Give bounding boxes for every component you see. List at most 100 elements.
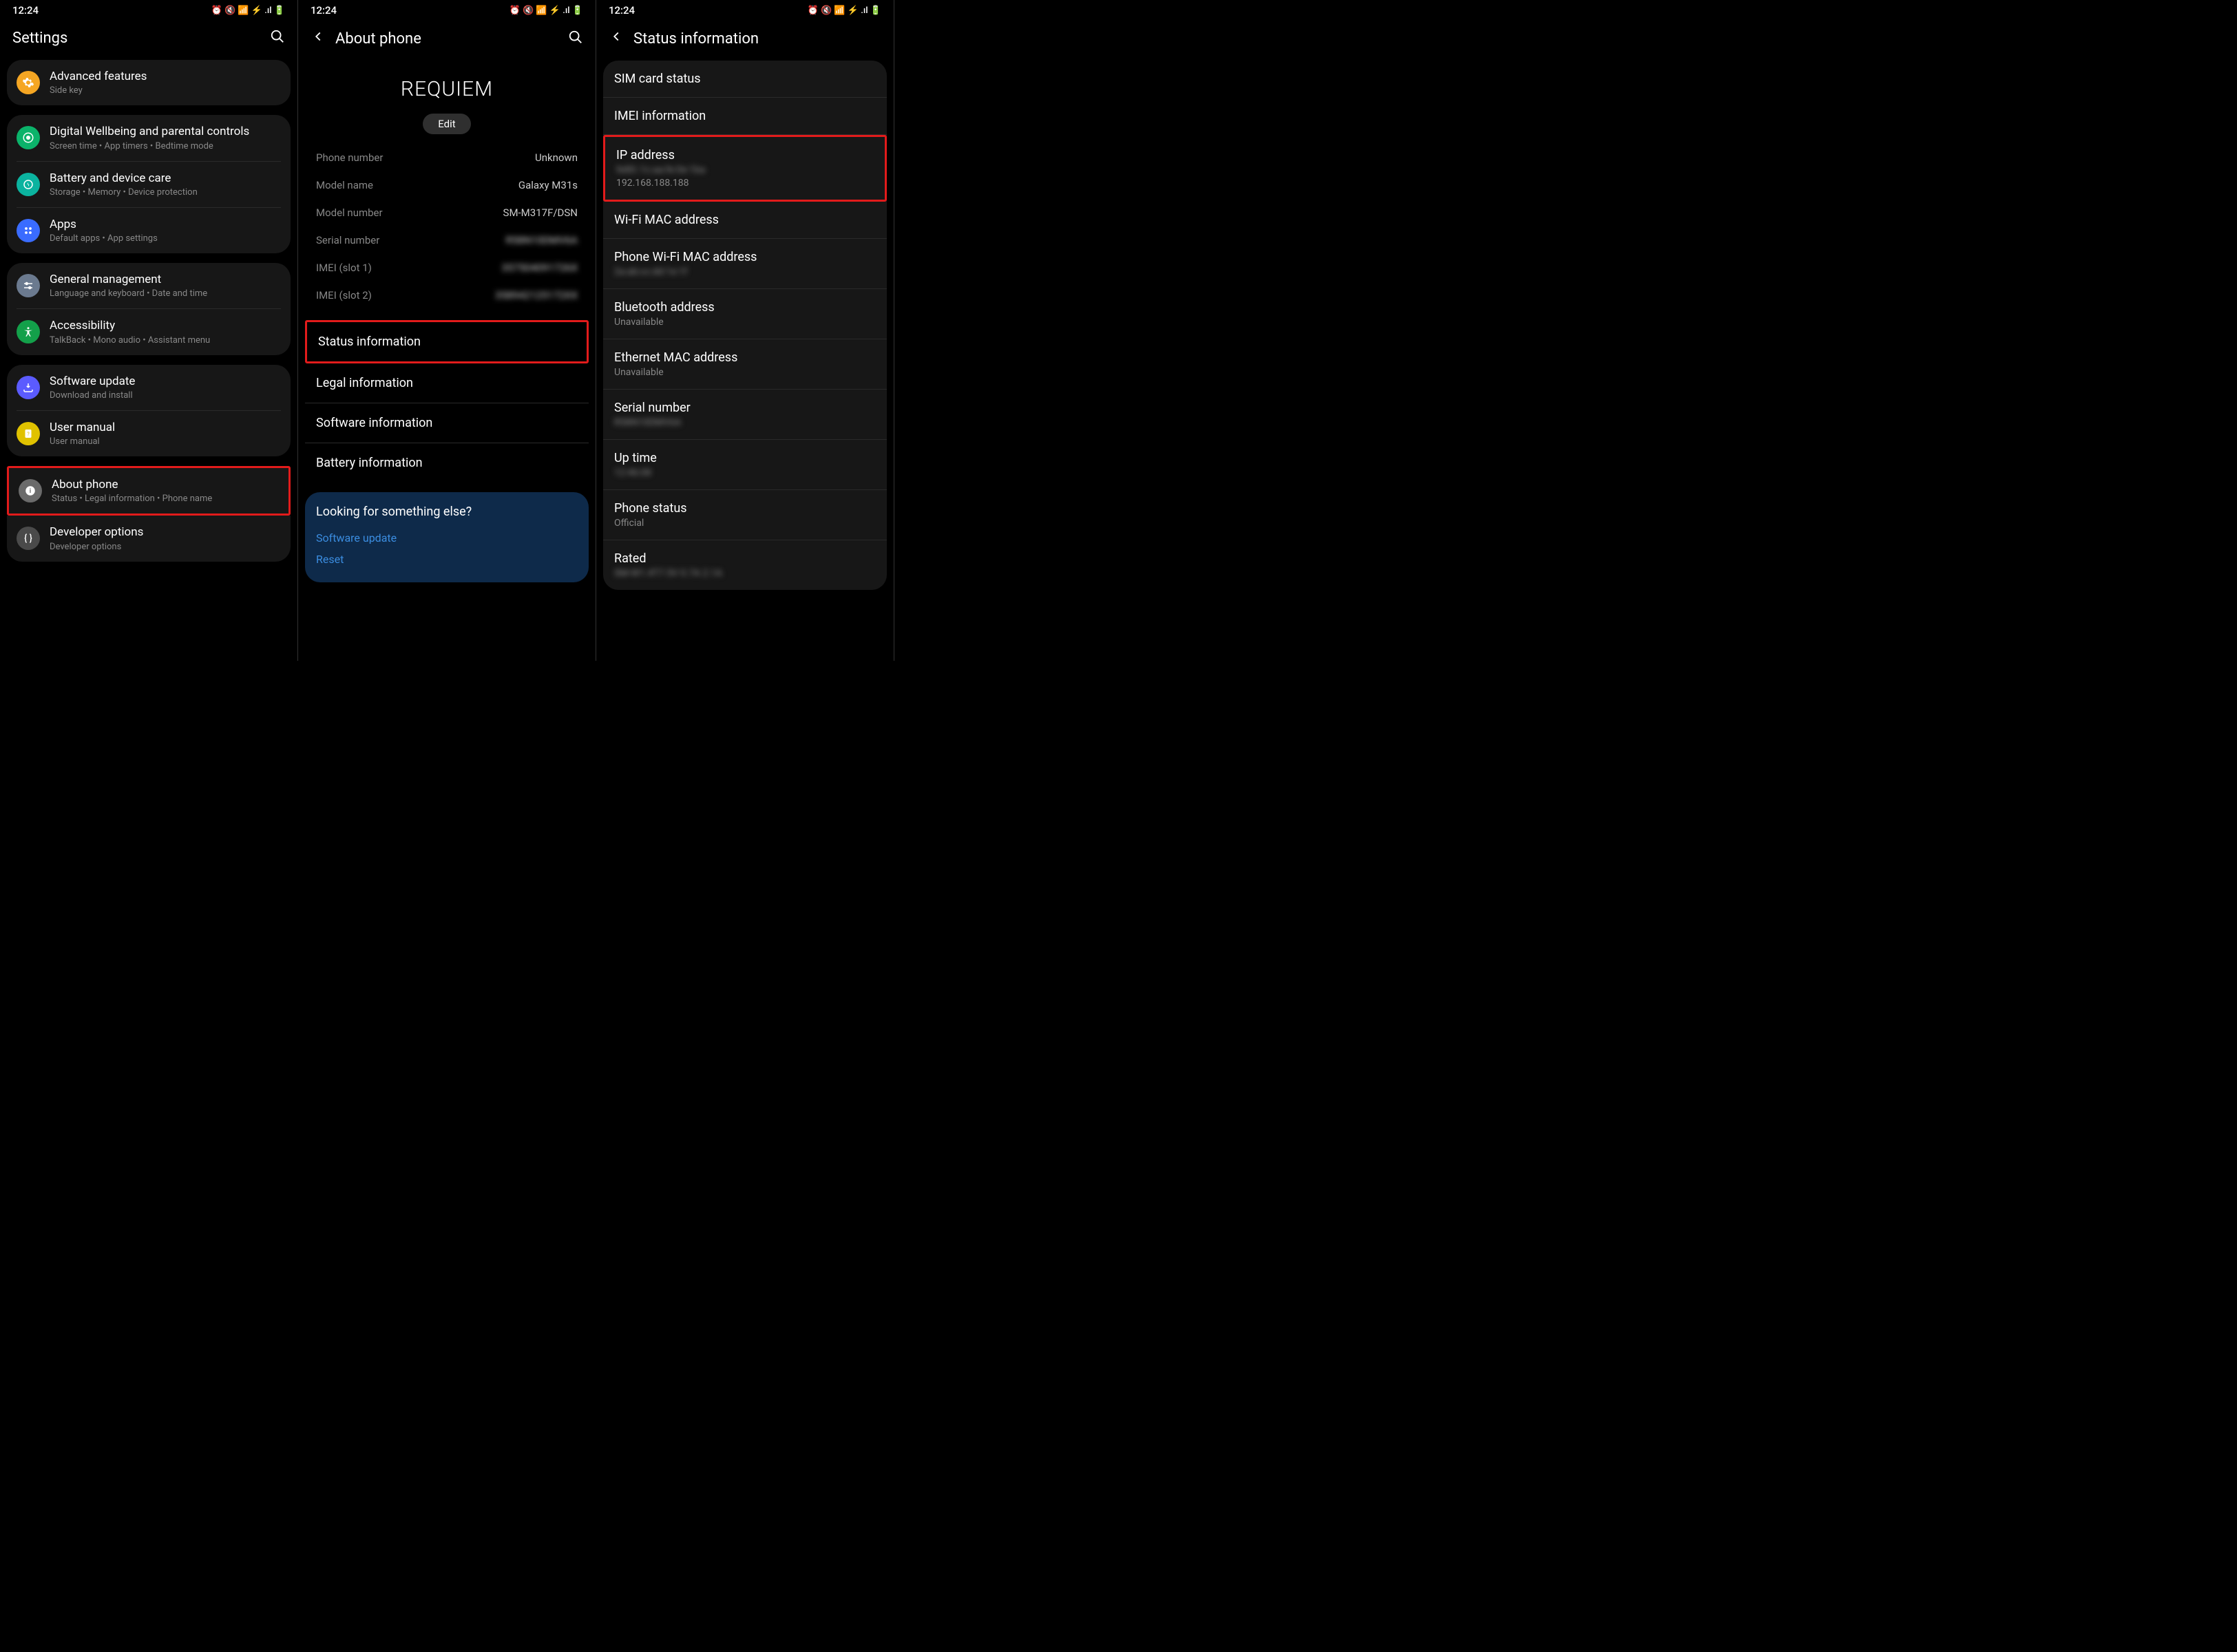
status-sub: Unavailable <box>614 367 876 378</box>
highlight-about-phone: iAbout phoneStatus • Legal information •… <box>7 466 291 516</box>
status-row-phone-wi-fi-mac-address[interactable]: Phone Wi-Fi MAC address2a:ab:cc:dd:1e:1f <box>603 239 887 289</box>
status-title: Wi-Fi MAC address <box>614 213 876 227</box>
setting-item-software-update[interactable]: Software updateDownload and install <box>7 365 291 410</box>
back-icon[interactable] <box>311 29 326 48</box>
nav-row-legal-information[interactable]: Legal information <box>305 363 589 403</box>
nav-home-icon[interactable] <box>426 633 468 651</box>
nav-row-software-information[interactable]: Software information <box>305 403 589 443</box>
setting-sub: TalkBack • Mono audio • Assistant menu <box>50 335 281 346</box>
info-row-serial-number: Serial number R58N10DMV6A <box>305 226 589 254</box>
settings-content: Advanced featuresSide key Digital Wellbei… <box>0 60 297 622</box>
nav-recent-icon[interactable] <box>823 632 865 652</box>
nav-label: Battery information <box>316 456 423 470</box>
status-title: Serial number <box>614 401 876 415</box>
nav-row-battery-information[interactable]: Battery information <box>305 443 589 483</box>
setting-sub: Storage • Memory • Device protection <box>50 187 281 198</box>
setting-item-digital-wellbeing-and-parental-controls[interactable]: Digital Wellbeing and parental controlsS… <box>7 115 291 160</box>
setting-item-user-manual[interactable]: ?User manualUser manual <box>17 410 281 456</box>
clock: 12:24 <box>609 4 635 17</box>
info-key: IMEI (slot 2) <box>316 289 372 301</box>
setting-item-battery-and-device-care[interactable]: Battery and device careStorage • Memory … <box>17 161 281 207</box>
status-row-rated[interactable]: Rated SM-W1.4T7.5V 0.7A 2.1A <box>603 540 887 590</box>
status-title: Up time <box>614 451 876 465</box>
setting-title: Battery and device care <box>50 171 281 186</box>
info-row-phone-number: Phone numberUnknown <box>305 144 589 171</box>
status-sub: fe80::1c:aa:fe:0e:1ba <box>616 165 874 176</box>
status-row-ethernet-mac-address[interactable]: Ethernet MAC address Unavailable <box>603 339 887 390</box>
nav-recent-icon[interactable] <box>227 632 269 652</box>
settings-group: Developer optionsDeveloper options <box>7 516 291 561</box>
wellbeing-icon <box>17 126 40 149</box>
setting-title: Developer options <box>50 525 281 540</box>
nav-back-icon[interactable] <box>29 632 70 652</box>
status-title: Rated <box>614 551 876 566</box>
search-icon[interactable] <box>270 29 285 47</box>
titlebar: Settings <box>0 21 297 60</box>
setting-item-accessibility[interactable]: AccessibilityTalkBack • Mono audio • Ass… <box>17 308 281 354</box>
status-bar: 12:24 ⏰ 🔇 📶 ⚡ .ıl 🔋 <box>298 0 596 21</box>
info-value: 358942125172XX <box>495 289 578 301</box>
settings-group: Software updateDownload and install? User… <box>7 365 291 457</box>
highlight-ip-address: IP addressfe80::1c:aa:fe:0e:1ba192.168.1… <box>603 135 887 202</box>
info-key: Serial number <box>316 234 379 246</box>
banner-link-software-update[interactable]: Software update <box>316 527 578 549</box>
about-nav: Status information Legal information Softw… <box>305 320 589 483</box>
setting-item-developer-options[interactable]: Developer optionsDeveloper options <box>7 516 291 561</box>
info-icon: i <box>19 479 42 502</box>
setting-title: Advanced features <box>50 70 281 84</box>
setting-sub: Download and install <box>50 390 281 401</box>
setting-item-general-management[interactable]: General managementLanguage and keyboard … <box>7 263 291 308</box>
back-icon[interactable] <box>609 29 624 48</box>
setting-item-about-phone[interactable]: iAbout phoneStatus • Legal information •… <box>9 468 288 513</box>
setting-item-apps[interactable]: AppsDefault apps • App settings <box>17 207 281 253</box>
status-title: Ethernet MAC address <box>614 350 876 365</box>
sliders-icon <box>17 274 40 297</box>
status-icons: ⏰ 🔇 📶 ⚡ .ıl 🔋 <box>211 6 285 16</box>
status-row-up-time[interactable]: Up time 12:46:08 <box>603 440 887 490</box>
setting-item-advanced-features[interactable]: Advanced featuresSide key <box>7 60 291 105</box>
nav-home-icon[interactable] <box>128 633 169 651</box>
edit-button[interactable]: Edit <box>423 114 470 134</box>
status-bar: 12:24 ⏰ 🔇 📶 ⚡ .ıl 🔋 <box>0 0 297 21</box>
status-list: SIM card statusIMEI informationIP addres… <box>603 61 887 590</box>
status-row-wi-fi-mac-address[interactable]: Wi-Fi MAC address <box>603 202 887 239</box>
device-info-list: Phone numberUnknownModel nameGalaxy M31s… <box>305 144 589 309</box>
info-value: SM-M317F/DSN <box>503 206 578 219</box>
settings-group: General managementLanguage and keyboard … <box>7 263 291 355</box>
update-icon <box>17 376 40 399</box>
status-row-serial-number[interactable]: Serial numberR58N10DMV6A <box>603 390 887 440</box>
banner-link-reset[interactable]: Reset <box>316 549 578 570</box>
info-key: Model name <box>316 179 373 191</box>
status-sub: 12:46:08 <box>614 467 876 478</box>
info-value: R58N10DMV6A <box>506 234 578 246</box>
nav-home-icon[interactable] <box>724 633 766 651</box>
status-sub: SM-W1.4T7.5V 0.7A 2.1A <box>614 568 876 579</box>
clock: 12:24 <box>311 4 337 17</box>
status-bar: 12:24 ⏰ 🔇 📶 ⚡ .ıl 🔋 <box>596 0 894 21</box>
status-row-ip-address[interactable]: IP addressfe80::1c:aa:fe:0e:1ba192.168.1… <box>605 137 885 200</box>
nav-back-icon[interactable] <box>625 632 666 652</box>
setting-sub: Status • Legal information • Phone name <box>52 494 279 504</box>
search-icon[interactable] <box>568 30 583 48</box>
setting-title: User manual <box>50 421 281 435</box>
nav-back-icon[interactable] <box>327 632 368 652</box>
nav-recent-icon[interactable] <box>525 632 567 652</box>
nav-label: Legal information <box>316 376 413 390</box>
status-row-bluetooth-address[interactable]: Bluetooth address Unavailable <box>603 289 887 339</box>
nav-label: Software information <box>316 416 432 430</box>
banner-question: Looking for something else? <box>316 505 578 519</box>
status-row-sim-card-status[interactable]: SIM card status <box>603 61 887 98</box>
braces-icon <box>17 527 40 550</box>
highlight-status-information: Status information <box>305 320 589 363</box>
nav-bar <box>298 622 596 661</box>
titlebar: About phone <box>298 21 596 61</box>
svg-text:?: ? <box>27 431 30 437</box>
status-icons: ⏰ 🔇 📶 ⚡ .ıl 🔋 <box>510 6 583 16</box>
nav-row-status-information[interactable]: Status information <box>307 322 587 361</box>
status-row-phone-status[interactable]: Phone statusOfficial <box>603 490 887 540</box>
titlebar: Status information <box>596 21 894 61</box>
status-title: Bluetooth address <box>614 300 876 315</box>
status-sub: Unavailable <box>614 317 876 328</box>
setting-title: General management <box>50 273 281 287</box>
status-row-imei-information[interactable]: IMEI information <box>603 98 887 135</box>
